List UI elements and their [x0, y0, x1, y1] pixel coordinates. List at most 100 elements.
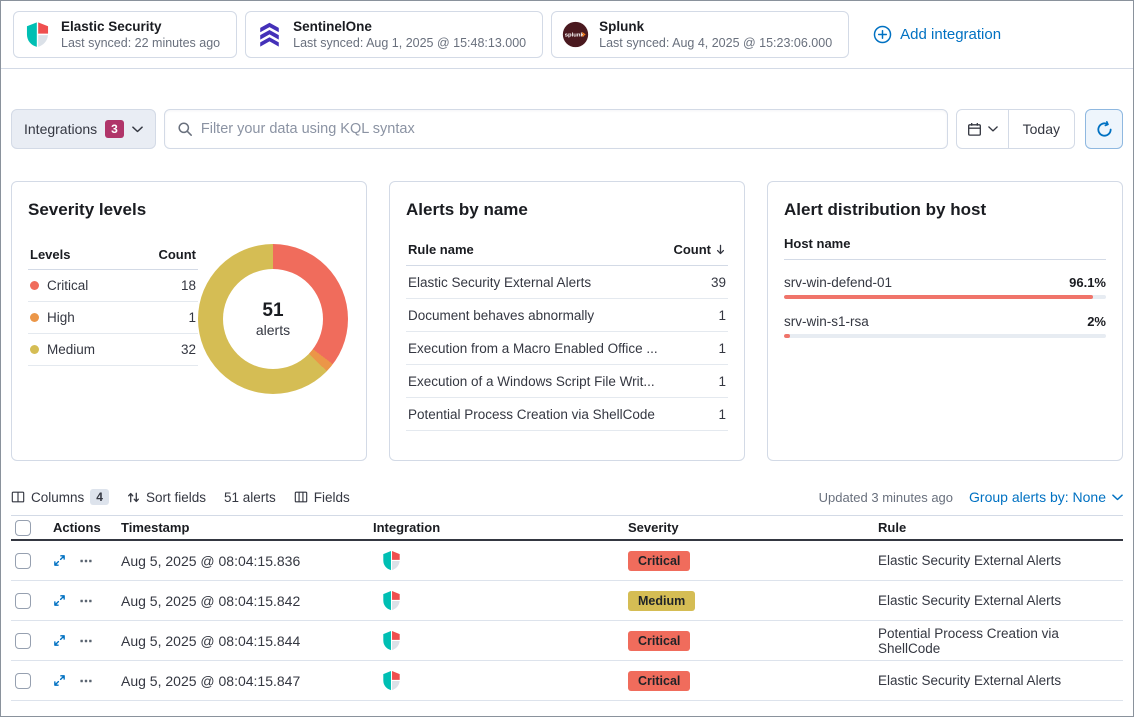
- expand-alert-button[interactable]: [53, 554, 66, 567]
- fields-button[interactable]: Fields: [294, 490, 350, 505]
- severity-content: Levels Count Critical 18 High 1: [28, 240, 350, 394]
- donut-total: 51: [262, 300, 284, 321]
- host-bar-fill: [784, 295, 1094, 299]
- integration-name: SentinelOne: [293, 19, 372, 34]
- integration-card-splunk[interactable]: Splunk Last synced: Aug 4, 2025 @ 15:23:…: [551, 11, 850, 58]
- panel-title: Severity levels: [28, 200, 147, 219]
- timestamp-column-header[interactable]: Timestamp: [121, 520, 190, 535]
- severity-legend-table: Levels Count Critical 18 High 1: [28, 240, 198, 366]
- refresh-button[interactable]: [1085, 109, 1123, 149]
- elastic-security-logo-icon: [381, 550, 402, 571]
- host-line: srv-win-s1-rsa 2%: [784, 314, 1106, 329]
- summary-panels: Severity levels Levels Count Critical 18…: [11, 181, 1123, 461]
- integrations-filter-button[interactable]: Integrations 3: [11, 109, 156, 149]
- alert-integration-cell: [373, 670, 628, 691]
- filter-bar: Integrations 3 Today: [11, 109, 1123, 149]
- chevron-down-icon: [988, 126, 998, 132]
- row-checkbox[interactable]: [15, 592, 31, 609]
- today-label: Today: [1022, 121, 1060, 137]
- severity-column-header[interactable]: Severity: [628, 520, 679, 535]
- select-all-checkbox[interactable]: [15, 519, 31, 536]
- today-button[interactable]: Today: [1009, 110, 1074, 148]
- add-integration-button[interactable]: Add integration: [873, 25, 1001, 44]
- integration-name: Splunk: [599, 19, 645, 34]
- toolbar-right: Updated 3 minutes ago Group alerts by: N…: [819, 489, 1123, 505]
- actions-column-header: Actions: [53, 520, 101, 535]
- alerts-table-toolbar: Columns 4 Sort fields 51 alerts Fields U…: [11, 489, 1123, 505]
- rule-column-header[interactable]: Rule: [878, 520, 907, 535]
- chevron-down-icon: [132, 126, 143, 133]
- count-column-header: Count: [158, 247, 196, 262]
- host-bar-track: [784, 334, 1106, 338]
- rule-count: 1: [718, 406, 726, 422]
- expand-alert-button[interactable]: [53, 594, 66, 607]
- row-checkbox[interactable]: [15, 632, 31, 649]
- severity-row-high: High 1: [28, 302, 198, 334]
- alerts-by-name-row: Elastic Security External Alerts 39: [406, 266, 728, 299]
- rule-name: Execution of a Windows Script File Writ.…: [408, 373, 655, 389]
- integration-card-sentinelone[interactable]: SentinelOne Last synced: Aug 1, 2025 @ 1…: [245, 11, 544, 58]
- sentinelone-logo-icon: [256, 21, 283, 48]
- count-column-header: Count: [673, 242, 711, 257]
- integration-column-header[interactable]: Integration: [373, 520, 441, 535]
- expand-alert-button[interactable]: [53, 634, 66, 647]
- rule-count: 1: [718, 307, 726, 323]
- rule-name: Elastic Security External Alerts: [408, 274, 592, 290]
- elastic-security-logo-icon: [381, 590, 402, 611]
- rule-count: 39: [710, 274, 726, 290]
- rule-count: 1: [718, 373, 726, 389]
- kql-search-box: [163, 109, 948, 149]
- alert-rule: Potential Process Creation via ShellCode: [878, 625, 1059, 656]
- alert-count-label: 51 alerts: [224, 489, 276, 505]
- integrations-filter-label: Integrations: [24, 121, 98, 137]
- integration-card-text: SentinelOne Last synced: Aug 1, 2025 @ 1…: [293, 19, 526, 50]
- severity-donut: 51 alerts: [198, 244, 348, 394]
- row-checkbox[interactable]: [15, 672, 31, 689]
- updated-label: Updated 3 minutes ago: [818, 489, 954, 505]
- rule-name-column-header: Rule name: [408, 242, 474, 257]
- more-actions-icon: [80, 639, 92, 642]
- columns-count-badge: 4: [90, 489, 109, 505]
- row-checkbox[interactable]: [15, 552, 31, 569]
- more-actions-button[interactable]: [80, 635, 92, 647]
- alerts-by-name-header: Rule name Count: [406, 234, 728, 266]
- sort-fields-label: Sort fields: [145, 489, 206, 505]
- more-actions-icon: [80, 679, 92, 682]
- columns-button[interactable]: Columns 4: [11, 489, 109, 505]
- levels-column-header: Levels: [30, 247, 71, 262]
- severity-badge: Critical: [628, 630, 691, 651]
- date-picker-button[interactable]: [957, 110, 1009, 148]
- sort-fields-button[interactable]: Sort fields: [127, 490, 206, 505]
- fields-label: Fields: [313, 489, 350, 505]
- severity-table-header: Levels Count: [28, 240, 198, 270]
- severity-row-medium: Medium 32: [28, 334, 198, 366]
- alert-row: Aug 5, 2025 @ 08:04:15.842 Medium Elasti…: [11, 581, 1123, 621]
- elastic-security-logo-icon: [24, 21, 51, 48]
- host-name: srv-win-s1-rsa: [784, 314, 869, 329]
- more-actions-button[interactable]: [80, 555, 92, 567]
- rule-name: Potential Process Creation via ShellCode: [408, 406, 655, 422]
- group-alerts-by-label: Group alerts by: None: [969, 489, 1106, 505]
- critical-dot-icon: [30, 281, 39, 290]
- alert-timestamp: Aug 5, 2025 @ 08:04:15.842: [121, 592, 301, 609]
- host-bar-fill: [784, 334, 791, 338]
- alert-distribution-by-host-panel: Alert distribution by host Host name srv…: [767, 181, 1123, 461]
- donut-unit: alerts: [255, 322, 291, 338]
- integration-last-synced: Last synced: 22 minutes ago: [61, 36, 221, 50]
- plus-circle-icon: [873, 25, 892, 44]
- severity-badge: Critical: [628, 550, 691, 571]
- alerts-by-name-row: Document behaves abnormally 1: [406, 299, 728, 332]
- rule-name: Execution from a Macro Enabled Office ..…: [408, 340, 658, 356]
- alert-integration-cell: [373, 590, 628, 611]
- count-sort-header[interactable]: Count: [673, 242, 726, 257]
- rule-name: Document behaves abnormally: [408, 307, 595, 323]
- severity-label: High: [47, 310, 75, 325]
- more-actions-button[interactable]: [80, 595, 92, 607]
- expand-alert-button[interactable]: [53, 674, 66, 687]
- integration-card-elastic-security[interactable]: Elastic Security Last synced: 22 minutes…: [13, 11, 238, 58]
- group-alerts-by-button[interactable]: Group alerts by: None: [969, 489, 1123, 505]
- elastic-security-logo-icon: [381, 630, 402, 651]
- more-actions-button[interactable]: [80, 675, 92, 687]
- kql-search-input[interactable]: [200, 121, 935, 137]
